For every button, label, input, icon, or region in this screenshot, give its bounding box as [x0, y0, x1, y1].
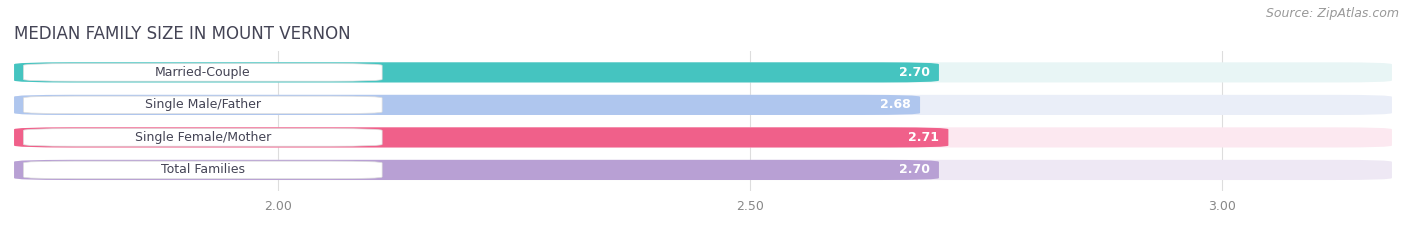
- FancyBboxPatch shape: [14, 127, 1392, 147]
- FancyBboxPatch shape: [14, 95, 1392, 115]
- FancyBboxPatch shape: [14, 160, 939, 180]
- FancyBboxPatch shape: [24, 64, 382, 81]
- Text: MEDIAN FAMILY SIZE IN MOUNT VERNON: MEDIAN FAMILY SIZE IN MOUNT VERNON: [14, 25, 350, 43]
- FancyBboxPatch shape: [24, 129, 382, 146]
- FancyBboxPatch shape: [24, 96, 382, 114]
- FancyBboxPatch shape: [14, 62, 1392, 82]
- FancyBboxPatch shape: [14, 160, 1392, 180]
- Text: Total Families: Total Families: [160, 163, 245, 176]
- Text: Single Female/Mother: Single Female/Mother: [135, 131, 271, 144]
- Text: 2.70: 2.70: [898, 66, 929, 79]
- Text: Single Male/Father: Single Male/Father: [145, 98, 260, 111]
- FancyBboxPatch shape: [14, 127, 949, 147]
- Text: 2.68: 2.68: [880, 98, 911, 111]
- Text: 2.70: 2.70: [898, 163, 929, 176]
- Text: Source: ZipAtlas.com: Source: ZipAtlas.com: [1265, 7, 1399, 20]
- FancyBboxPatch shape: [14, 95, 920, 115]
- Text: Married-Couple: Married-Couple: [155, 66, 250, 79]
- FancyBboxPatch shape: [24, 161, 382, 179]
- Text: 2.71: 2.71: [908, 131, 939, 144]
- FancyBboxPatch shape: [14, 62, 939, 82]
